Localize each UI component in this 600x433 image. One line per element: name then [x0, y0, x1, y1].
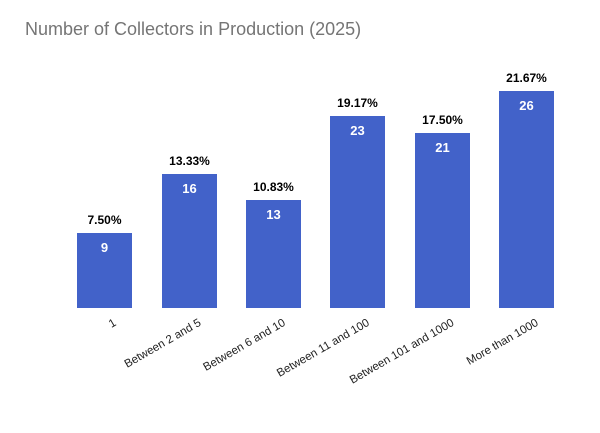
percent-label: 10.83%	[253, 179, 294, 194]
x-axis-label: Between 2 and 5	[122, 317, 204, 371]
x-axis-label: Between 6 and 10	[201, 317, 288, 374]
percent-label: 21.67%	[506, 71, 547, 85]
x-axis-label: More than 1000	[464, 317, 541, 368]
x-axis-label: 1	[106, 317, 119, 331]
percent-label: 7.50%	[87, 212, 122, 227]
value-label: 26	[519, 98, 534, 113]
bar[interactable]: 13	[246, 199, 301, 308]
value-label: 13	[266, 206, 281, 222]
bar[interactable]: 9	[77, 232, 132, 308]
value-label: 9	[100, 239, 109, 255]
bar[interactable]: 23	[330, 116, 385, 308]
value-label: 16	[182, 181, 197, 197]
percent-label: 19.17%	[337, 96, 378, 111]
chart-title: Number of Collectors in Production (2025…	[25, 19, 362, 39]
percent-label: 13.33%	[169, 154, 210, 169]
bar[interactable]: 26	[499, 91, 554, 308]
bar[interactable]: 21	[415, 132, 470, 308]
percent-label: 17.50%	[422, 112, 463, 127]
value-label: 23	[350, 123, 365, 139]
bar[interactable]: 16	[162, 174, 217, 308]
value-label: 21	[435, 139, 450, 155]
